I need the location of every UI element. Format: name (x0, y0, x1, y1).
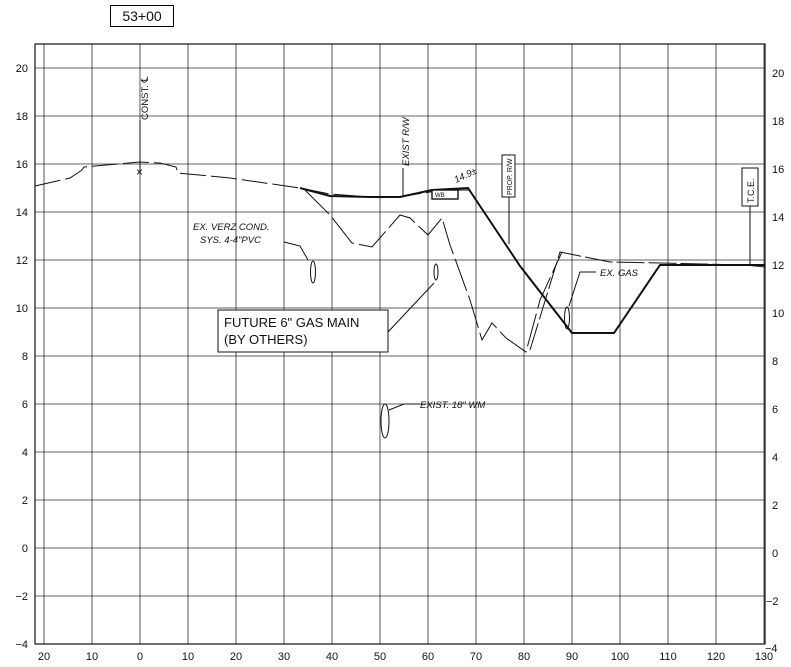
water-main-label: EXIST. 18" WM (420, 400, 485, 411)
verz-leader (283, 241, 309, 261)
bottom-tick-label: 130 (755, 651, 773, 663)
left-tick-label: −2 (15, 591, 28, 603)
wb-box (431, 189, 459, 200)
left-tick-label: 0 (22, 543, 28, 555)
plot-border (34, 43, 766, 645)
future-gas-pipe-icon (433, 263, 439, 281)
right-axis: 20 18 16 14 12 10 8 6 4 2 0 −2 −4 (765, 68, 784, 655)
right-tick-label: 18 (772, 116, 784, 128)
bottom-tick-label: 80 (518, 651, 530, 663)
bottom-tick-label: 70 (470, 651, 482, 663)
const-label: CONST. ℄ (140, 76, 151, 120)
wb-label: WB (435, 193, 445, 199)
left-tick-label: 14 (16, 207, 28, 219)
water-main-icon (380, 403, 390, 439)
left-tick-label: 4 (22, 447, 28, 459)
prop-rw-label: PROP. R/W (507, 158, 514, 195)
right-tick-label: 0 (772, 548, 778, 560)
existing-ground-line (34, 161, 470, 198)
future-gas-line2: (BY OTHERS) (224, 332, 308, 347)
proposed-grading-line (299, 186, 765, 334)
water-main-leader (388, 403, 420, 411)
exist-rw-label: EXIST R/W (401, 116, 412, 166)
bottom-tick-label: 0 (137, 651, 143, 663)
existing-ground-right (529, 251, 766, 351)
left-tick-label: 10 (16, 303, 28, 315)
left-axis: 20 18 16 14 12 10 8 6 4 2 0 −2 −4 (15, 63, 28, 651)
bottom-tick-label: 50 (374, 651, 386, 663)
right-tick-label: 8 (772, 356, 778, 368)
ex-gas-label: EX. GAS (600, 268, 639, 279)
right-tick-label: 12 (772, 260, 784, 272)
right-tick-label: 4 (772, 452, 778, 464)
right-tick-label: 10 (772, 308, 784, 320)
bottom-tick-label: 40 (326, 651, 338, 663)
ex-gas-leader (568, 271, 596, 307)
left-tick-label: 16 (16, 159, 28, 171)
bottom-tick-label: 10 (86, 651, 98, 663)
centerline-x-mark: × (136, 165, 143, 179)
future-gas-leader (387, 282, 435, 333)
tce-label: T.C.E. (746, 178, 756, 203)
right-tick-label: 14 (772, 212, 784, 224)
grid (35, 44, 765, 644)
right-tick-label: −4 (765, 643, 778, 655)
right-tick-label: 20 (772, 68, 784, 80)
left-tick-label: −4 (15, 639, 28, 651)
bottom-axis: 20 10 0 10 20 30 40 50 60 70 80 90 100 1… (38, 651, 773, 663)
future-gas-line1: FUTURE 6" GAS MAIN (224, 315, 359, 330)
right-tick-label: −2 (766, 596, 779, 608)
tce-box (741, 167, 759, 207)
prop-rw-box (501, 154, 516, 198)
bottom-tick-label: 90 (566, 651, 578, 663)
verz-conduit-icon (310, 260, 316, 284)
right-tick-label: 6 (772, 404, 778, 416)
bottom-tick-label: 20 (230, 651, 242, 663)
bottom-tick-label: 60 (422, 651, 434, 663)
bottom-tick-label: 20 (38, 651, 50, 663)
left-tick-label: 12 (16, 255, 28, 267)
elevation-note: 14.9± (453, 166, 479, 186)
bottom-tick-label: 10 (182, 651, 194, 663)
verz-label-line2: SYS. 4-4"PVC (200, 235, 261, 246)
left-tick-label: 18 (16, 111, 28, 123)
left-tick-label: 8 (22, 351, 28, 363)
bottom-tick-label: 30 (278, 651, 290, 663)
station-label: 53+00 (110, 5, 174, 27)
left-tick-label: 2 (22, 495, 28, 507)
bottom-tick-label: 100 (611, 651, 629, 663)
ex-gas-pipe-icon (564, 306, 570, 330)
left-tick-label: 6 (22, 399, 28, 411)
left-tick-label: 20 (16, 63, 28, 75)
verz-label-line1: EX. VERZ COND. (193, 222, 270, 233)
right-tick-label: 16 (772, 164, 784, 176)
future-gas-box (217, 309, 389, 353)
bottom-tick-label: 110 (659, 651, 677, 663)
trench-line (304, 189, 563, 353)
bottom-tick-label: 120 (707, 651, 725, 663)
right-tick-label: 2 (772, 500, 778, 512)
